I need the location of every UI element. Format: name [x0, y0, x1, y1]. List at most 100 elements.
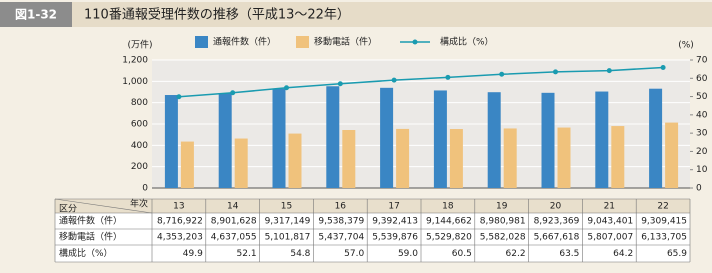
- table-cell: 64.2: [613, 249, 633, 259]
- table-cell: 9,392,413: [372, 217, 418, 227]
- table-cell: 9,144,662: [426, 217, 472, 227]
- x-tick-label: 13: [173, 202, 184, 212]
- table-head-row: 区分: [59, 204, 77, 215]
- legend-label: 通報件数（件）: [213, 36, 276, 48]
- line-marker: [445, 74, 451, 80]
- table-row-label: 構成比（%）: [59, 247, 113, 259]
- table-cell: 57.0: [344, 249, 364, 259]
- table-cell: 6,133,705: [641, 233, 687, 243]
- x-tick-label: 21: [604, 202, 615, 212]
- table-row-label: 通報件数（件）: [59, 215, 122, 227]
- x-tick-label: 22: [657, 202, 668, 212]
- bar: [380, 87, 394, 188]
- table-cell: 59.0: [398, 249, 418, 259]
- table-cell: 5,539,876: [372, 233, 418, 243]
- legend-label: 移動電話（件）: [314, 36, 377, 48]
- legend-label: 構成比（%）: [440, 36, 494, 48]
- table-cell: 9,538,379: [318, 217, 364, 227]
- table-diagonal: [54, 198, 153, 214]
- table-cell: 4,637,055: [211, 233, 257, 243]
- bar: [541, 92, 555, 188]
- table-cell: 65.9: [667, 249, 687, 259]
- table-cell: 52.1: [237, 249, 257, 259]
- y2-tick-label: 50: [696, 92, 708, 102]
- table-cell: 5,101,817: [265, 233, 311, 243]
- bar: [649, 88, 663, 188]
- y2-tick-label: 30: [696, 129, 708, 139]
- y2-tick-label: 10: [696, 165, 708, 175]
- table-cell: 9,309,415: [641, 217, 687, 227]
- header-tag-box: [0, 2, 72, 27]
- table-cell: 8,980,981: [480, 217, 526, 227]
- chart-title: 110番通報受理件数の推移（平成13～22年）: [84, 8, 350, 23]
- y-unit: (万件): [127, 39, 152, 51]
- line-marker: [176, 94, 182, 100]
- line: [178, 66, 664, 98]
- table-cell: 9,317,149: [265, 217, 311, 227]
- line-marker: [391, 77, 397, 83]
- bar: [272, 88, 286, 188]
- line-marker: [660, 64, 666, 70]
- y2-tick-label: 70: [696, 56, 708, 66]
- y2-tick-label: 0: [696, 184, 702, 194]
- bar: [665, 122, 679, 188]
- line-marker: [230, 90, 236, 96]
- table-cell: 4,353,203: [157, 233, 203, 243]
- table-cell: 5,667,618: [534, 233, 580, 243]
- bar: [557, 127, 571, 188]
- legend-marker: [412, 39, 418, 45]
- bar: [326, 86, 340, 188]
- table-row-label: 移動電話（件）: [59, 231, 122, 243]
- header-tag: 図1-32: [15, 8, 57, 22]
- legend-swatch: [296, 36, 309, 48]
- table-cell: 62.2: [506, 249, 526, 259]
- line-marker: [606, 68, 612, 74]
- table-cell: 60.5: [452, 249, 472, 259]
- y-tick-label: 600: [131, 120, 148, 130]
- y-tick-label: 0: [142, 184, 148, 194]
- table-cell: 5,807,007: [587, 233, 633, 243]
- bar: [433, 90, 447, 188]
- bar: [595, 91, 609, 188]
- bar: [218, 93, 232, 188]
- y-tick-label: 800: [131, 98, 148, 108]
- line-marker: [553, 69, 558, 75]
- table-cell: 8,901,628: [211, 217, 257, 227]
- y-tick-label: 1,000: [122, 77, 148, 87]
- table-cell: 54.8: [290, 249, 310, 259]
- header-band: [0, 2, 712, 27]
- bar: [342, 129, 356, 188]
- table-cell: 5,582,028: [480, 233, 526, 243]
- table-cell: 5,437,704: [318, 233, 364, 243]
- x-tick-label: 15: [281, 202, 292, 212]
- x-tick-label: 18: [442, 202, 454, 212]
- bar: [164, 95, 178, 188]
- y2-tick-label: 60: [696, 74, 708, 84]
- y2-tick-label: 20: [696, 147, 708, 157]
- table-cell: 5,529,820: [426, 233, 472, 243]
- bar: [487, 92, 501, 188]
- line-marker: [337, 81, 343, 87]
- line-marker: [499, 71, 505, 77]
- y2-tick-label: 40: [696, 110, 708, 120]
- x-tick-label: 14: [227, 202, 239, 212]
- bar: [234, 138, 248, 188]
- bar: [288, 133, 302, 188]
- line-marker: [284, 85, 289, 91]
- table-head-bg: [55, 199, 690, 213]
- y-tick-label: 1,200: [122, 56, 148, 66]
- bar: [503, 128, 517, 188]
- table-cell: 9,043,401: [587, 217, 633, 227]
- x-tick-label: 16: [335, 202, 347, 212]
- bar: [180, 141, 194, 188]
- x-tick-label: 19: [496, 202, 508, 212]
- table-cell: 49.9: [183, 249, 203, 259]
- bar: [449, 129, 463, 188]
- table-bg: [55, 213, 690, 262]
- table-head-col: 年次: [130, 198, 148, 210]
- y-tick-label: 400: [131, 141, 148, 151]
- x-tick-label: 17: [388, 202, 399, 212]
- bar: [396, 128, 410, 188]
- x-tick-label: 20: [550, 202, 562, 212]
